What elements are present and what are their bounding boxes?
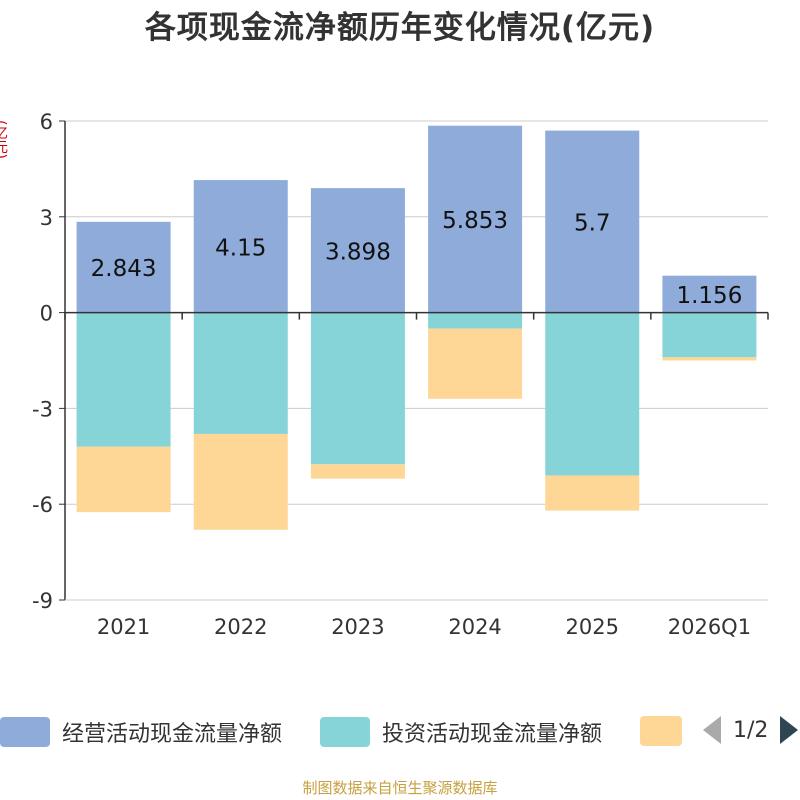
data-label: 5.7 (574, 211, 611, 237)
bar-investing (193, 312, 288, 434)
legend-next-icon[interactable] (780, 716, 799, 744)
bar-operating (76, 221, 171, 313)
bar-operating (545, 130, 640, 313)
legend-page-indicator: 1/2 (733, 717, 769, 743)
bar-investing (662, 312, 757, 358)
data-label: 1.156 (676, 283, 742, 309)
x-tick-label: 2023 (331, 615, 384, 639)
x-tick-label: 2025 (566, 615, 619, 639)
legend-swatch-investing (320, 717, 370, 747)
legend-label-operating: 经营活动现金流量净额 (62, 722, 283, 747)
y-tick-label: -9 (32, 589, 53, 613)
bar-financing (545, 475, 640, 511)
legend-label-investing: 投资活动现金流量净额 (382, 722, 603, 747)
legend-prev-icon[interactable] (703, 716, 721, 744)
bar-operating (193, 180, 288, 313)
bar-operating (662, 275, 757, 313)
legend-pager: 1/2 (703, 716, 799, 744)
chart-title: 各项现金流净额历年变化情况(亿元) (144, 10, 656, 46)
x-tick-label: 2024 (448, 615, 501, 639)
bar-financing (76, 446, 171, 513)
x-tick-label: 2022 (214, 615, 267, 639)
bar-financing (662, 357, 757, 361)
data-label: 2.843 (91, 256, 157, 282)
y-tick-label: -3 (32, 397, 53, 421)
chart-plot: 6 3 0 -3 -6 -9 2021 2022 2023 2024 2025 2026Q1 2.84… (32, 110, 769, 639)
x-tick-label: 2026Q1 (668, 615, 751, 639)
y-tick-label: 6 (40, 110, 53, 134)
y-tick-label: 3 (40, 206, 53, 230)
bar-operating (428, 125, 523, 313)
legend-item-investing[interactable]: 投资活动现金流量净额 (320, 716, 602, 748)
bar-financing (428, 328, 523, 399)
bar-financing (193, 433, 288, 530)
bar-investing (545, 312, 640, 476)
bar-investing (310, 312, 405, 465)
y-axis-unit-label: (亿元) (0, 120, 8, 159)
data-label: 5.853 (442, 208, 508, 234)
x-tick-label: 2021 (97, 615, 150, 639)
y-tick-label: -6 (32, 493, 53, 517)
bar-operating (310, 188, 405, 313)
bar-investing (428, 312, 523, 329)
y-tick-label: 0 (40, 302, 53, 326)
data-label: 4.15 (215, 235, 266, 261)
legend: 经营活动现金流量净额 投资活动现金流量净额 1/2 (0, 716, 800, 752)
legend-swatch-operating (0, 717, 50, 747)
legend-swatch-financing (640, 716, 682, 746)
bar-investing (76, 312, 171, 447)
legend-item-financing[interactable] (640, 716, 694, 746)
legend-item-operating[interactable]: 经营活动现金流量净额 (0, 716, 282, 748)
bar-financing (310, 464, 405, 479)
data-label: 3.898 (325, 239, 391, 265)
data-source-note: 制图数据来自恒生聚源数据库 (302, 779, 498, 797)
